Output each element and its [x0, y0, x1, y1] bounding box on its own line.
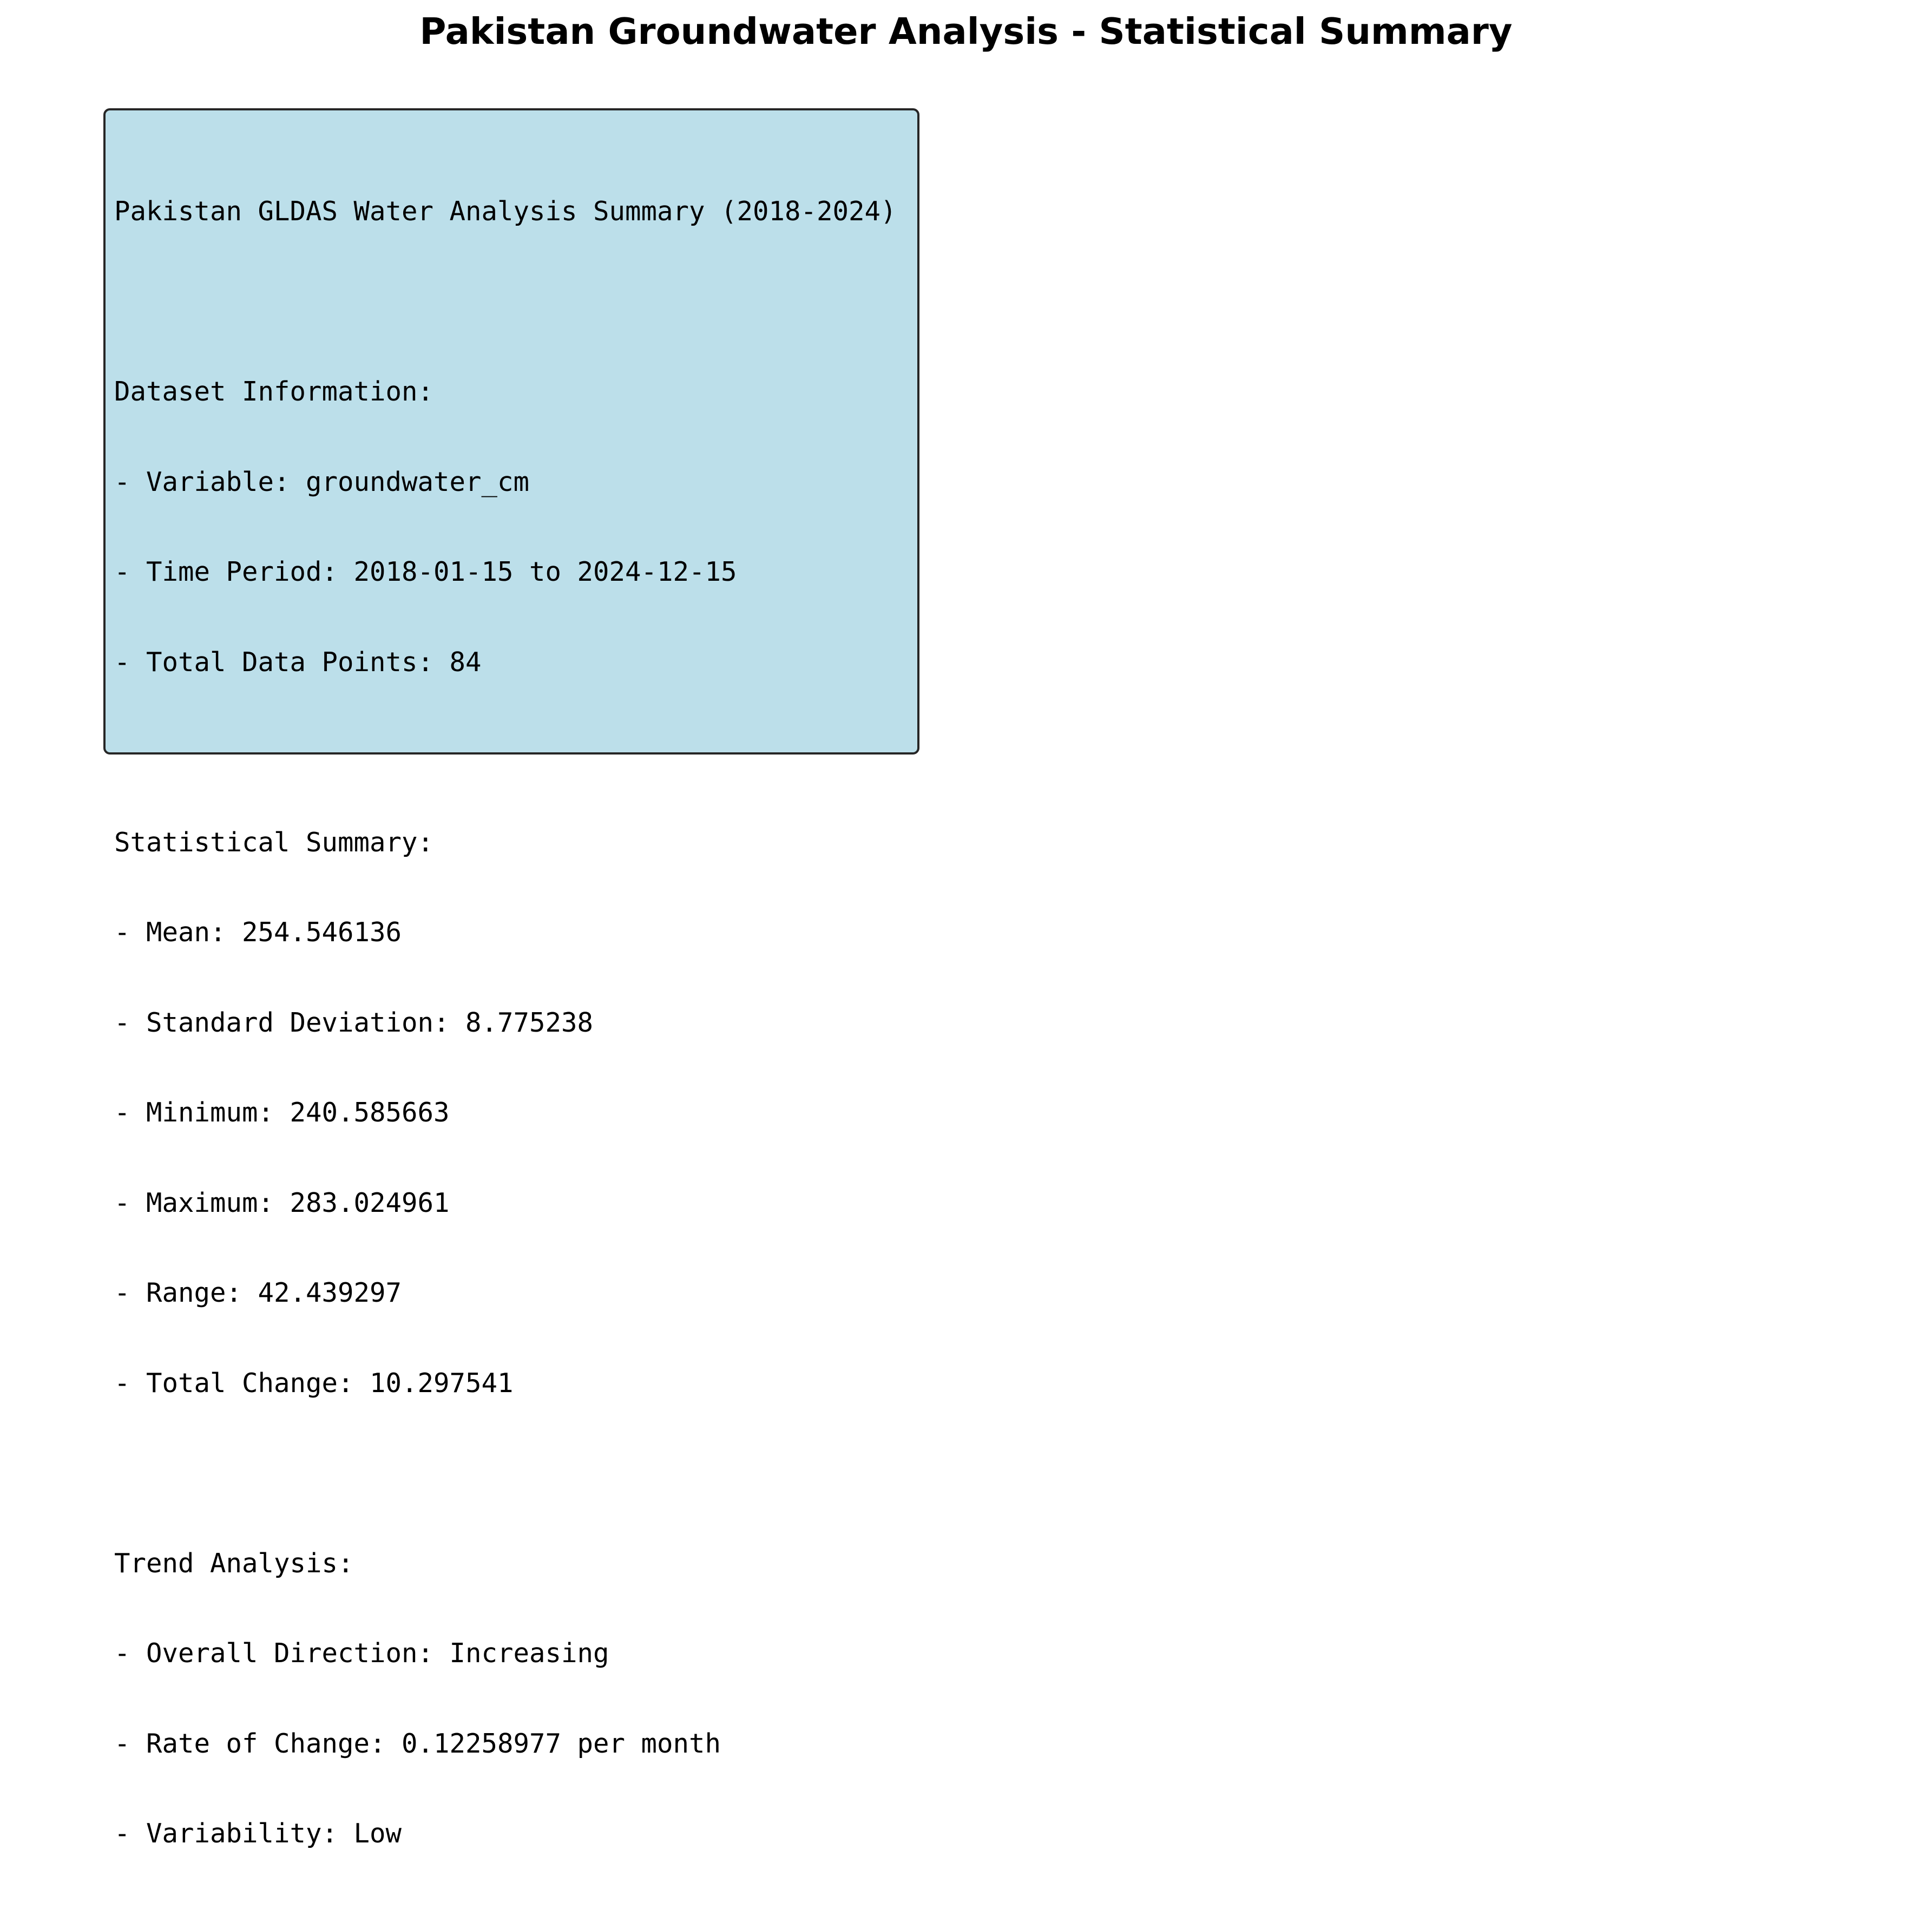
trend-rate: - Rate of Change: 0.12258977 per month [114, 1728, 721, 1759]
stat-maximum: - Maximum: 283.024961 [114, 1187, 450, 1218]
page-title: Pakistan Groundwater Analysis - Statisti… [419, 10, 1513, 53]
statistics-header: Statistical Summary: [114, 826, 434, 858]
stat-range: - Range: 42.439297 [114, 1277, 402, 1308]
trend-variability: - Variability: Low [114, 1818, 402, 1849]
trend-header: Trend Analysis: [114, 1547, 354, 1579]
summary-box: Pakistan GLDAS Water Analysis Summary (2… [103, 108, 919, 1848]
dataset-variable: - Variable: groundwater_cm [114, 466, 530, 497]
spacer [114, 287, 897, 317]
stat-std-dev: - Standard Deviation: 8.775238 [114, 1007, 594, 1038]
stat-minimum: - Minimum: 240.585663 [114, 1097, 450, 1128]
summary-heading: Pakistan GLDAS Water Analysis Summary (2… [114, 196, 897, 227]
dataset-time-period: - Time Period: 2018-01-15 to 2024-12-15 [114, 556, 737, 587]
spacer [114, 1458, 897, 1488]
spacer [114, 737, 897, 767]
trend-direction: - Overall Direction: Increasing [114, 1638, 609, 1669]
dataset-header: Dataset Information: [114, 376, 434, 407]
summary-text: Pakistan GLDAS Water Analysis Summary (2… [114, 136, 897, 1909]
stat-total-change: - Total Change: 10.297541 [114, 1367, 514, 1399]
dataset-total-points: - Total Data Points: 84 [114, 646, 482, 678]
stat-mean: - Mean: 254.546136 [114, 917, 402, 948]
